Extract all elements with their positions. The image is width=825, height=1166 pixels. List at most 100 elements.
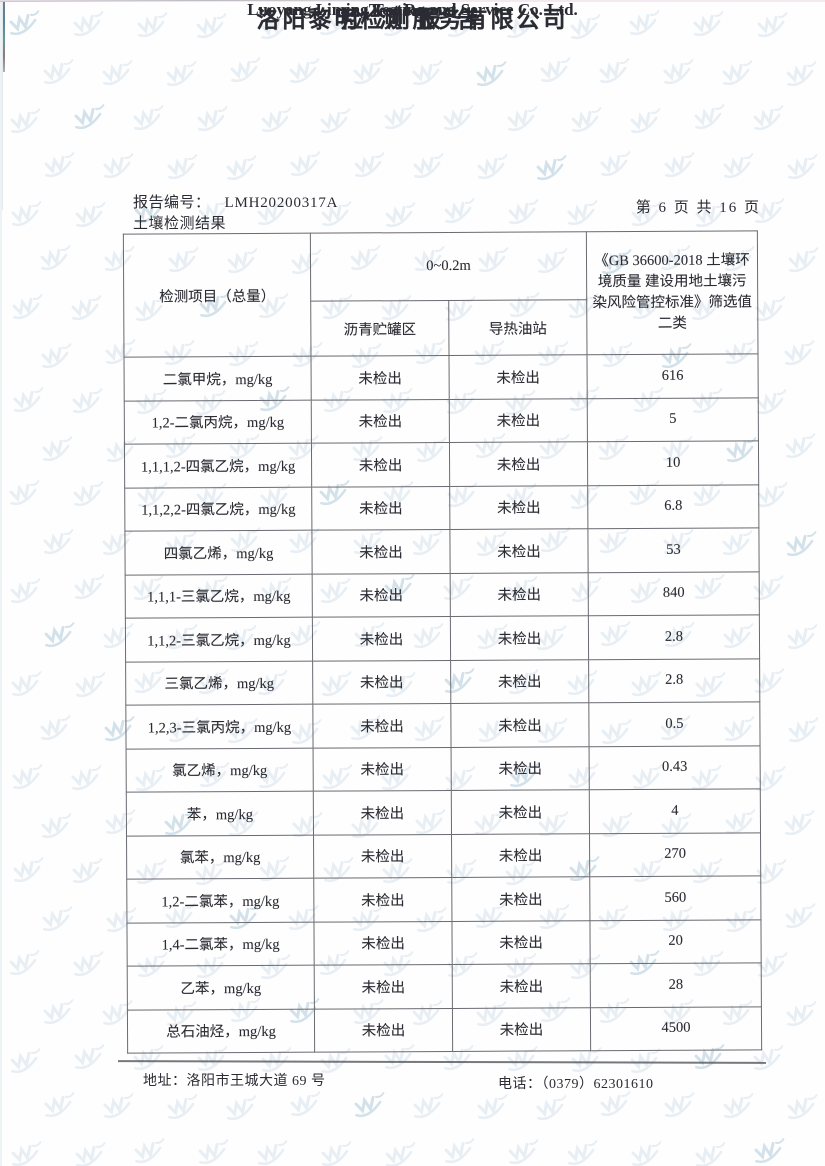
footer-rule [117, 1060, 767, 1064]
cell-result-location1: 未检出 [313, 790, 452, 835]
cell-result-location2: 未检出 [448, 354, 588, 399]
cell-result-location2: 未检出 [449, 528, 589, 573]
table-row: 三氯乙烯，mg/kg 未检出 未检出 2.8 [125, 658, 760, 706]
cell-item: 氯乙烯，mg/kg [126, 747, 314, 793]
footer-phone-line: 电话：（0379）62301610 [498, 1073, 654, 1093]
cell-screening-value: 616 [586, 353, 759, 399]
cell-item: 1,1,2,2-四氯乙烷，mg/kg [124, 486, 312, 532]
scan-artifact-right-edge [0, 0, 2, 1166]
cell-item: 总石油烃，mg/kg [127, 1008, 315, 1054]
cell-item: 1,2-二氯苯，mg/kg [126, 878, 314, 923]
cell-result-location2: 未检出 [450, 572, 589, 617]
cell-screening-value: 4 [589, 788, 761, 834]
cell-item: 1,1,1-三氯乙烷，mg/kg [125, 573, 313, 619]
page-indicator: 第 6 页 共 16 页 [635, 200, 761, 216]
cell-screening-value: 0.5 [588, 701, 761, 747]
cell-result-location2: 未检出 [450, 659, 589, 704]
cell-screening-value: 28 [590, 962, 762, 1008]
cell-item: 1,2,3-三氯丙烷，mg/kg [125, 704, 314, 749]
table-row: 氯苯，mg/kg 未检出 未检出 270 [126, 832, 761, 880]
table-row: 四氯乙烯，mg/kg 未检出 未检出 53 [124, 527, 760, 575]
scan-artifact-bottom-line [0, 0, 825, 2]
cell-result-location2: 未检出 [452, 1007, 591, 1052]
cell-result-location2: 未检出 [449, 485, 588, 530]
cell-result-location1: 未检出 [314, 964, 453, 1009]
cell-item: 乙苯，mg/kg [127, 965, 315, 1010]
cell-result-location2: 未检出 [450, 702, 590, 747]
cell-result-location1: 未检出 [314, 1007, 453, 1053]
cell-result-location1: 未检出 [313, 833, 452, 879]
cell-result-location2: 未检出 [451, 833, 590, 878]
cell-screening-value: 840 [588, 571, 760, 616]
table-row: 乙苯，mg/kg 未检出 未检出 28 [127, 962, 762, 1010]
cell-item: 二氯甲烷，mg/kg [124, 356, 312, 401]
cell-result-location1: 未检出 [313, 920, 453, 966]
cell-screening-value: 5 [587, 397, 759, 442]
cell-result-location1: 未检出 [312, 572, 451, 618]
cell-item: 氯苯，mg/kg [126, 834, 314, 880]
cell-screening-value: 6.8 [587, 484, 759, 529]
cell-result-location2: 未检出 [451, 876, 590, 921]
cell-result-location1: 未检出 [311, 442, 450, 487]
cell-screening-value: 0.43 [589, 745, 761, 790]
report-title-en: Test Report [368, 0, 457, 20]
table-row: 1,1,1-三氯乙烷，mg/kg 未检出 未检出 840 [125, 571, 760, 619]
table-row: 1,2,3-三氯丙烷，mg/kg 未检出 未检出 0.5 [125, 701, 761, 749]
phone-value: （0379）62301610 [541, 1077, 654, 1092]
cell-result-location1: 未检出 [311, 398, 450, 444]
cell-result-location2: 未检出 [451, 920, 591, 965]
header-location-2: 导热油站 [448, 299, 587, 356]
cell-screening-value: 10 [587, 440, 759, 486]
header-location-1: 沥青贮罐区 [310, 300, 449, 357]
cell-screening-value: 20 [589, 919, 762, 964]
cell-result-location1: 未检出 [313, 746, 452, 792]
table-row: 1,1,1,2-四氯乙烷，mg/kg 未检出 未检出 10 [124, 440, 759, 488]
cell-result-location1: 未检出 [313, 877, 452, 922]
report-number-label: 报告编号： [133, 195, 211, 211]
cell-screening-value: 2.8 [588, 658, 760, 703]
results-table: 检测项目（总量） 0~0.2m 《GB 36600-2018 土壤环境质量 建设… [122, 230, 763, 1054]
cell-screening-value: 2.8 [588, 614, 760, 660]
table-row: 1,1,2-三氯乙烷，mg/kg 未检出 未检出 2.8 [125, 614, 760, 662]
phone-label: 电话： [498, 1077, 542, 1092]
results-table-wrapper: 检测项目（总量） 0~0.2m 《GB 36600-2018 土壤环境质量 建设… [122, 230, 763, 1054]
address-value: 洛阳市王城大道 69 号 [186, 1074, 326, 1089]
cell-result-location2: 未检出 [450, 615, 589, 660]
table-row: 1,4-二氯苯，mg/kg 未检出 未检出 20 [126, 919, 762, 967]
address-label: 地址： [143, 1074, 187, 1089]
table-row: 1,2-二氯苯，mg/kg 未检出 未检出 560 [126, 875, 761, 923]
cell-screening-value: 4500 [590, 1006, 762, 1051]
table-row: 总石油烃，mg/kg 未检出 未检出 4500 [127, 1006, 762, 1054]
header-depth: 0~0.2m [310, 231, 587, 302]
header-standard: 《GB 36600-2018 土壤环境质量 建设用地土壤污染风险管控标准》筛选值… [586, 230, 758, 355]
cell-screening-value: 53 [587, 527, 760, 573]
results-table-body: 二氯甲烷，mg/kg 未检出 未检出 616 1,2-二氯丙烷，mg/kg 未检出 未检出 5… [124, 353, 762, 1054]
report-number-line: 报告编号： LMH20200317A [133, 191, 338, 212]
table-row: 二氯甲烷，mg/kg 未检出 未检出 616 [124, 353, 759, 401]
cell-result-location1: 未检出 [311, 485, 450, 531]
cell-result-location1: 未检出 [312, 703, 452, 748]
cell-item: 四氯乙烯，mg/kg [124, 530, 313, 575]
cell-result-location2: 未检出 [452, 963, 591, 1008]
cell-item: 三氯乙烯，mg/kg [125, 660, 313, 706]
header-item-column: 检测项目（总量） [123, 233, 312, 358]
cell-item: 1,4-二氯苯，mg/kg [126, 921, 315, 967]
cell-result-location1: 未检出 [311, 355, 450, 400]
cell-screening-value: 270 [589, 832, 761, 877]
table-row: 1,2-二氯丙烷，mg/kg 未检出 未检出 5 [124, 397, 759, 445]
table-row: 氯乙烯，mg/kg 未检出 未检出 0.43 [126, 745, 761, 793]
cell-result-location2: 未检出 [449, 398, 588, 443]
footer-address-line: 地址：洛阳市王城大道 69 号 [143, 1070, 326, 1090]
cell-result-location2: 未检出 [451, 789, 590, 834]
report-number-value: LMH20200317A [224, 195, 339, 211]
cell-result-location1: 未检出 [311, 529, 451, 574]
cell-result-location1: 未检出 [312, 659, 451, 705]
cell-result-location2: 未检出 [449, 441, 588, 486]
cell-result-location2: 未检出 [451, 746, 590, 791]
table-row: 1,1,2,2-四氯乙烷，mg/kg 未检出 未检出 6.8 [124, 484, 759, 532]
cell-result-location1: 未检出 [312, 616, 451, 661]
cell-item: 1,2-二氯丙烷，mg/kg [124, 399, 312, 445]
cell-screening-value: 560 [589, 875, 761, 921]
section-title: 土壤检测结果 [133, 216, 227, 232]
